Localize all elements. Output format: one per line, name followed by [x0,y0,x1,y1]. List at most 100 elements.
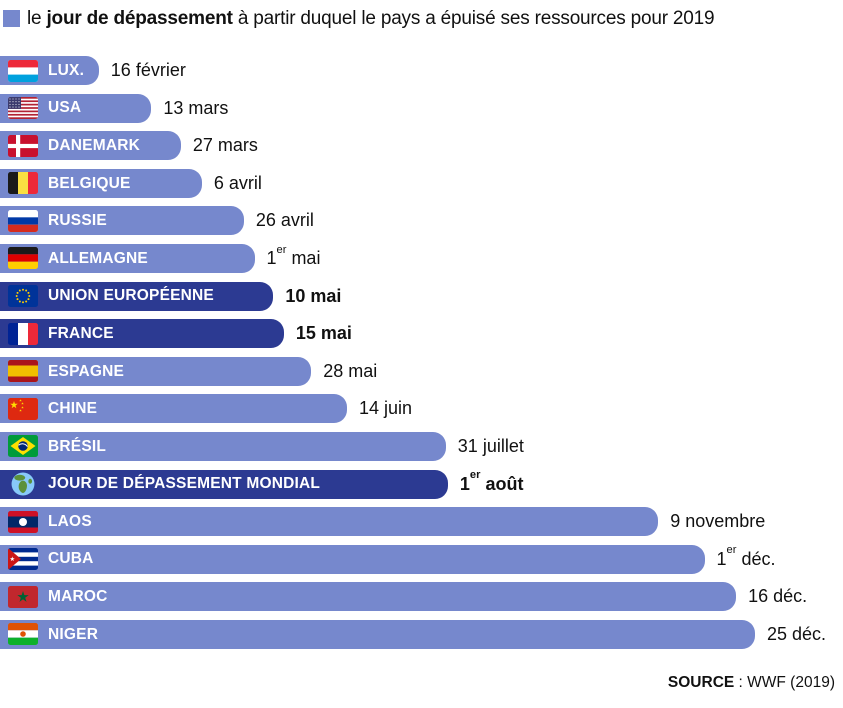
bar-row: CUBA 1er déc. [0,545,843,574]
bar-row: ALLEMAGNE 1er mai [0,244,843,273]
country-bar: BELGIQUE [0,168,202,198]
date-main: 16 février [110,60,186,80]
title-bold: jour de dépassement [46,8,233,29]
country-label: NIGER [48,625,99,643]
source-note: SOURCE : WWF (2019) [668,674,835,692]
overshoot-date: 10 mai [285,286,341,307]
country-label: RUSSIE [48,212,107,230]
niger-flag-icon [8,623,38,646]
date-ordinal-suffix: er [276,243,287,256]
overshoot-date: 14 juin [359,398,412,419]
bar-row: LUX. 16 février [0,56,843,85]
bar-row: DANEMARK 27 mars [0,131,843,161]
bar-row: USA 13 mars [0,93,843,123]
overshoot-date: 16 déc. [748,586,807,607]
title-post: à partir duquel le pays a épuisé ses res… [232,8,715,29]
country-label: BRÉSIL [48,437,107,455]
cuba-flag-icon [8,548,38,571]
country-label: FRANCE [48,324,114,342]
bar-row: NIGER 25 déc. [0,619,843,649]
france-flag-icon [8,322,38,345]
date-main: 16 déc. [748,586,808,607]
overshoot-date: 1er août [459,469,524,495]
date-main: 6 avril [213,172,262,193]
country-label: ALLEMAGNE [48,249,148,267]
country-bar: MAROC [0,582,737,612]
country-label: CHINE [48,400,98,418]
brazil-flag-icon [8,435,38,458]
country-bar: LUX. [0,56,99,85]
date-main: 13 mars [163,97,229,118]
overshoot-date: 6 avril [214,173,262,194]
chart-header: le jour de dépassement à partir duquel l… [0,0,843,31]
country-label: CUBA [48,550,94,568]
overshoot-date: 1er déc. [716,545,776,570]
date-main: 1 [716,548,727,569]
russia-flag-icon [8,209,38,232]
country-label: USA [48,99,82,117]
country-label: LUX. [48,61,85,79]
date-ordinal-suffix: er [726,544,737,557]
legend-swatch [3,10,20,27]
country-label: BELGIQUE [48,174,131,192]
country-bar: RUSSIE [0,206,244,236]
title-pre: le [27,8,47,29]
belgium-flag-icon [8,172,38,195]
country-bar: DANEMARK [0,131,181,161]
overshoot-date: 25 déc. [767,624,826,645]
denmark-flag-icon [8,134,38,157]
country-bar: CUBA [0,544,705,574]
overshoot-date: 16 février [111,60,186,81]
date-main: 1 [266,247,277,268]
bar-row: BRÉSIL 31 juillet [0,431,843,461]
overshoot-date: 28 mai [323,361,377,382]
country-label: DANEMARK [48,136,141,154]
country-label: LAOS [48,512,92,530]
germany-flag-icon [8,247,38,270]
source-value: : WWF (2019) [734,674,835,691]
country-label: MAROC [48,588,108,606]
country-label: JOUR DE DÉPASSEMENT MONDIAL [48,475,321,493]
date-main: 10 mai [285,285,342,306]
country-bar: ESPAGNE [0,356,312,386]
date-main: 31 juillet [457,435,524,456]
usa-flag-icon [8,97,38,120]
date-main: 9 novembre [670,511,766,532]
morocco-flag-icon [8,585,38,608]
date-main: 1 [459,473,470,494]
bar-row: JOUR DE DÉPASSEMENT MONDIAL 1er août [0,469,843,499]
country-bar: UNION EUROPÉENNE [0,281,274,311]
country-bar: USA [0,93,152,123]
overshoot-date: 9 novembre [670,511,765,532]
spain-flag-icon [8,360,38,383]
bar-row: UNION EUROPÉENNE 10 mai [0,281,843,311]
date-main: 14 juin [359,398,413,419]
bar-row: RUSSIE 26 avril [0,206,843,236]
country-bar: FRANCE [0,319,284,349]
luxembourg-flag-icon [8,59,38,82]
bar-row: MAROC 16 déc. [0,582,843,612]
date-ordinal-suffix: er [469,469,481,482]
bar-row: LAOS 9 novembre [0,507,843,537]
overshoot-date: 31 juillet [458,436,524,457]
overshoot-date: 27 mars [193,135,258,156]
bar-row: ESPAGNE 28 mai [0,356,843,386]
country-bar: BRÉSIL [0,431,446,461]
date-main: 15 mai [295,323,352,344]
date-main: 28 mai [323,360,378,381]
date-rest: déc. [736,548,776,569]
bar-row: BELGIQUE 6 avril [0,168,843,198]
eu-flag-icon [8,285,38,308]
date-main: 27 mars [192,135,258,156]
chart-title: le jour de dépassement à partir duquel l… [27,7,715,31]
overshoot-date: 26 avril [256,210,314,231]
date-rest: mai [286,247,321,268]
country-bar: LAOS [0,507,659,537]
country-label: ESPAGNE [48,362,125,380]
laos-flag-icon [8,510,38,533]
overshoot-date: 15 mai [296,323,352,344]
country-bar: JOUR DE DÉPASSEMENT MONDIAL [0,469,448,499]
date-rest: août [480,473,524,494]
source-label: SOURCE [667,674,735,691]
country-bar: CHINE [0,394,347,424]
